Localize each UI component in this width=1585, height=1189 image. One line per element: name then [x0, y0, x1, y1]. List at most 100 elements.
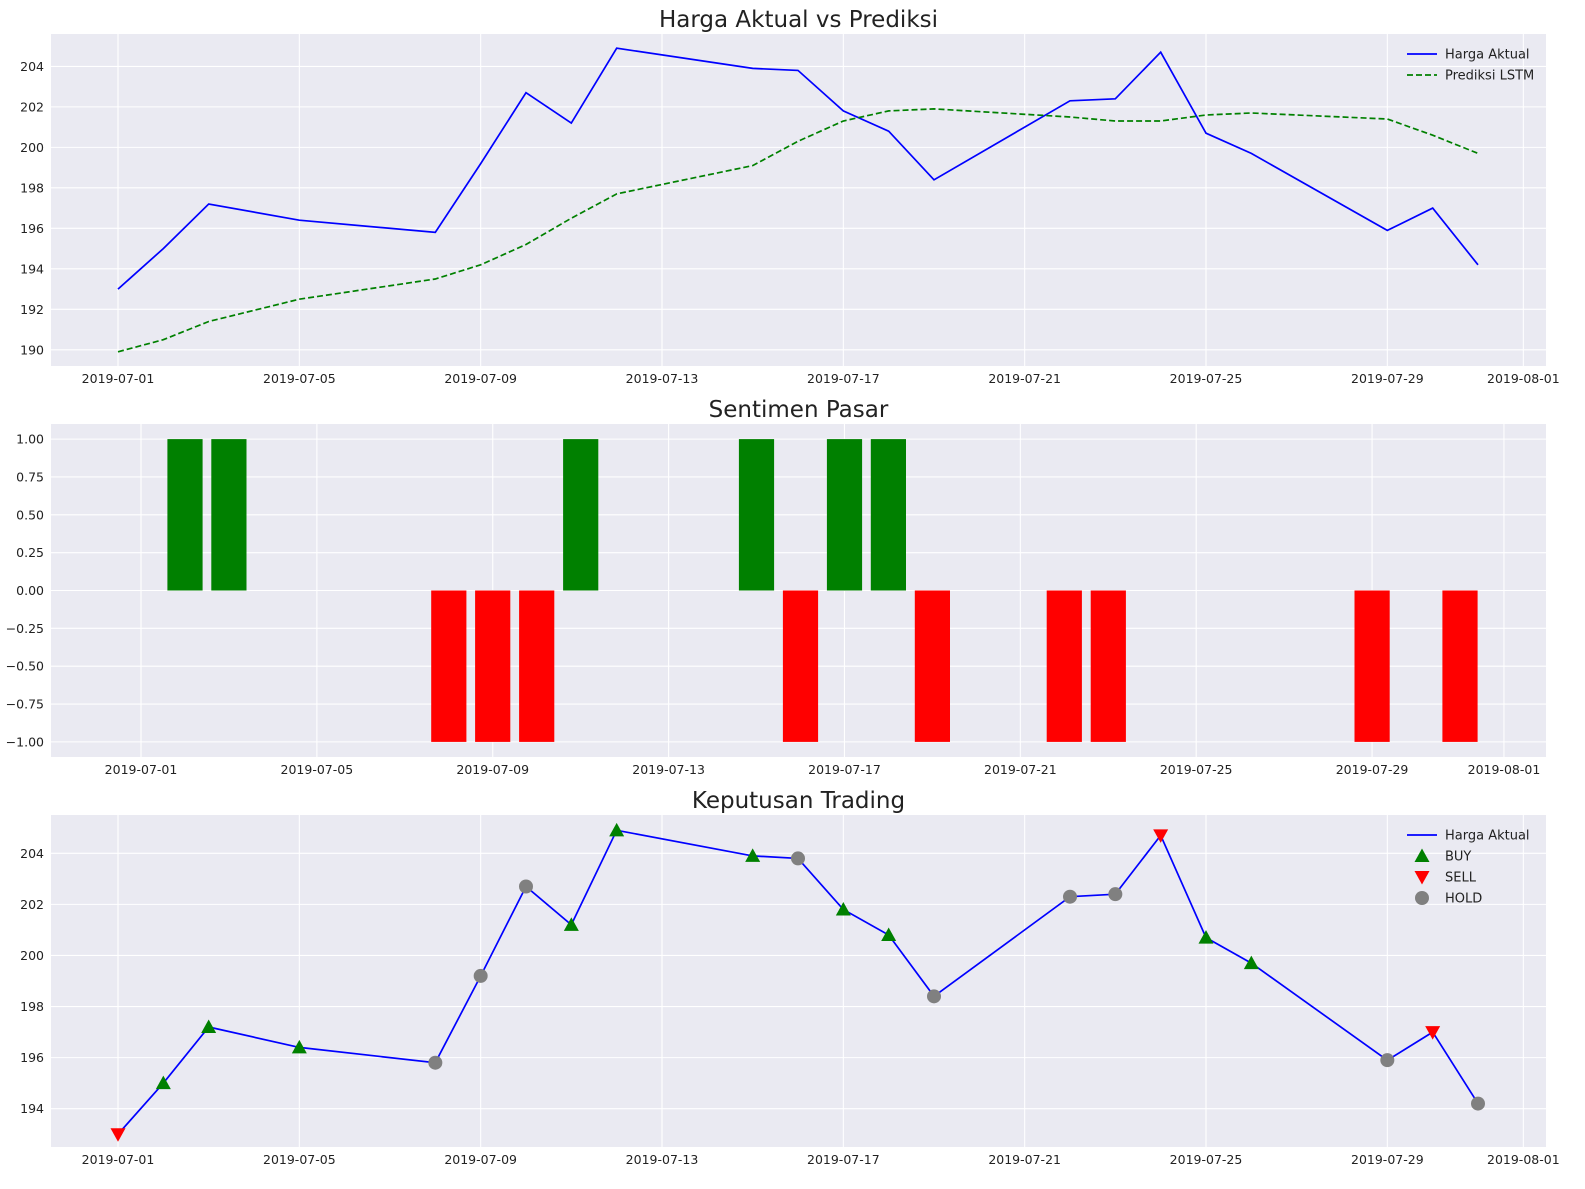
- chart1-x-tick-label: 2019-07-17: [807, 371, 880, 386]
- legend-entry-prediksi-lstm: Prediksi LSTM: [1407, 69, 1534, 84]
- chart3-plot-area: [51, 815, 1546, 1147]
- sentiment-bar: [211, 439, 247, 591]
- chart1-x-tick-label: 2019-07-25: [1170, 371, 1243, 386]
- sentiment-bar: [1354, 590, 1390, 742]
- legend-swatch: [1415, 891, 1429, 905]
- chart1-y-tick-label: 194: [20, 261, 44, 276]
- marker-hold: [1380, 1053, 1395, 1068]
- marker-sell: [1153, 829, 1169, 843]
- sentiment-bar: [1046, 590, 1082, 742]
- chart1-x-tick-label: 2019-07-29: [1351, 371, 1424, 386]
- sentiment-bar: [563, 439, 599, 591]
- chart1-y-tick-label: 196: [20, 221, 44, 236]
- chart3-x-tick-label: 2019-07-05: [263, 1152, 336, 1167]
- chart2-x-tick-label: 2019-07-09: [456, 762, 529, 777]
- sentiment-bar: [870, 439, 906, 591]
- series-line-prediksi-lstm: [117, 108, 1479, 353]
- legend-entry-hold: HOLD: [1415, 891, 1482, 907]
- chart1-y-tick-label: 202: [20, 99, 44, 114]
- legend-entry-buy: BUY: [1414, 848, 1471, 865]
- chart1-x-tick-label: 2019-07-21: [988, 371, 1061, 386]
- chart3-x-tick-label: 2019-07-25: [1170, 1152, 1243, 1167]
- chart3-x-tick-label: 2019-07-17: [807, 1152, 880, 1167]
- chart2-y-tick-label: 0.75: [16, 469, 44, 484]
- chart2-x-tick-label: 2019-07-21: [984, 762, 1057, 777]
- marker-hold: [791, 851, 805, 866]
- legend-entry-harga-aktual: Harga Aktual: [1407, 48, 1530, 63]
- chart3-y-tick-label: 200: [20, 948, 44, 963]
- chart2-x-tick-label: 2019-08-01: [1468, 762, 1541, 777]
- chart2-y-tick-label: −0.75: [6, 697, 44, 712]
- marker-buy: [745, 848, 761, 862]
- chart1-x-tick-label: 2019-07-05: [263, 371, 336, 386]
- chart1-x-tick-label: 2019-08-01: [1487, 371, 1560, 386]
- chart2-axes: 2019-07-01 2019-07-05 2019-07-09 2019-07-13…: [6, 397, 1546, 777]
- chart1-y-tick-label: 198: [20, 180, 44, 195]
- chart2-x-tick-label: 2019-07-25: [1160, 762, 1233, 777]
- sentiment-bar: [914, 590, 950, 742]
- chart3-y-tick-label: 196: [20, 1050, 44, 1065]
- chart3-x-tick-label: 2019-07-21: [988, 1152, 1061, 1167]
- marker-hold: [473, 968, 488, 983]
- marker-sell: [110, 1128, 126, 1142]
- chart3-axes: 2019-07-01 2019-07-05 2019-07-09 2019-07-13…: [20, 788, 1560, 1167]
- sentiment-bar: [475, 590, 511, 742]
- marker-hold: [927, 989, 941, 1004]
- sentiment-bar: [782, 590, 819, 742]
- marker-sell: [1425, 1026, 1441, 1040]
- chart1-legend: Harga Aktual Prediksi LSTM: [1407, 48, 1534, 84]
- marker-hold: [1471, 1096, 1485, 1111]
- chart3-x-tick-label: 2019-08-01: [1487, 1152, 1560, 1167]
- legend-entry-harga-aktual: Harga Aktual: [1407, 829, 1530, 844]
- legend-label: Prediksi LSTM: [1445, 69, 1534, 84]
- chart1-axes: 2019-07-01 2019-07-05 2019-07-09 2019-07-13…: [20, 7, 1560, 386]
- chart1-x-tick-label: 2019-07-09: [444, 371, 517, 386]
- sentiment-bar: [826, 439, 863, 591]
- chart2-x-tick-label: 2019-07-29: [1336, 762, 1409, 777]
- sentiment-bar: [1442, 590, 1478, 742]
- chart2-y-tick-label: −0.50: [6, 659, 44, 674]
- chart3-legend: Harga Aktual BUY SELL HOLD: [1407, 829, 1530, 907]
- chart2-x-tick-label: 2019-07-13: [632, 762, 705, 777]
- marker-buy: [835, 901, 851, 916]
- chart3-x-tick-label: 2019-07-01: [82, 1152, 155, 1167]
- chart2-x-tick-label: 2019-07-17: [808, 762, 881, 777]
- marker-buy: [609, 822, 625, 837]
- chart3-x-tick-label: 2019-07-29: [1351, 1152, 1424, 1167]
- marker-buy: [155, 1075, 171, 1090]
- sentiment-bar: [167, 439, 203, 591]
- sentiment-bar: [738, 439, 775, 591]
- chart1-y-tick-label: 200: [20, 140, 44, 155]
- chart3-y-tick-label: 202: [20, 897, 44, 912]
- chart3-y-tick-label: 198: [20, 999, 44, 1014]
- chart1-x-tick-label: 2019-07-13: [626, 371, 699, 386]
- sentiment-bar: [519, 590, 555, 742]
- series-line-harga-aktual: [117, 47, 1479, 290]
- marker-hold: [1063, 889, 1077, 904]
- chart1-y-tick-label: 204: [20, 59, 44, 74]
- sentiment-bar: [1090, 590, 1126, 742]
- marker-hold: [428, 1055, 443, 1070]
- chart2-x-tick-label: 2019-07-01: [105, 762, 178, 777]
- chart2-y-tick-label: −1.00: [6, 734, 44, 749]
- sentiment-bar: [431, 590, 467, 742]
- legend-label: HOLD: [1445, 892, 1482, 907]
- marker-buy: [201, 1019, 217, 1033]
- legend-entry-sell: SELL: [1414, 871, 1477, 886]
- chart1-plot-area: [51, 34, 1546, 366]
- legend-swatch: [1414, 871, 1430, 885]
- chart2-title: Sentimen Pasar: [709, 397, 889, 423]
- chart1-y-tick-label: 192: [20, 302, 44, 317]
- marker-buy: [1198, 930, 1214, 944]
- legend-label: SELL: [1445, 871, 1477, 886]
- chart2-y-tick-label: 0.00: [16, 583, 44, 598]
- legend-label: Harga Aktual: [1445, 48, 1530, 63]
- chart2-y-tick-label: 1.00: [16, 432, 44, 447]
- chart3-title: Keputusan Trading: [692, 788, 905, 814]
- legend-label: Harga Aktual: [1445, 829, 1530, 844]
- chart3-x-tick-label: 2019-07-13: [626, 1152, 699, 1167]
- chart2-y-tick-label: 0.50: [16, 507, 44, 522]
- marker-hold: [1108, 887, 1123, 902]
- chart2-y-tick-label: 0.25: [16, 545, 44, 560]
